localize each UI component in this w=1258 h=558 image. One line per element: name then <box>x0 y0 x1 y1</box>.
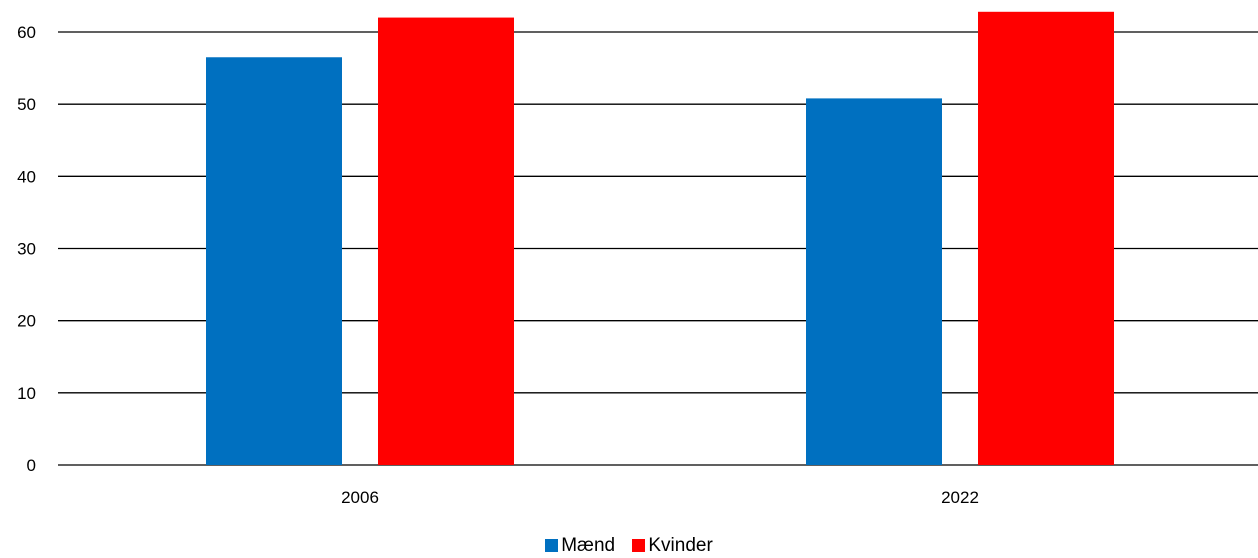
y-tick-label-0: 0 <box>27 456 36 475</box>
x-tick-label-2022: 2022 <box>941 488 979 507</box>
bar-chart: 0 10 20 30 40 50 60 2006 2022 <box>17 11 1258 507</box>
bar-kvinder-2006 <box>378 17 514 466</box>
legend-swatch-maend <box>545 539 559 552</box>
legend-swatch-kvinder <box>632 539 646 552</box>
y-tick-label-10: 10 <box>17 384 36 403</box>
y-axis-ticks: 0 10 20 30 40 50 60 <box>17 23 36 475</box>
bar-m-nd-2006 <box>206 57 342 466</box>
x-axis-ticks: 2006 2022 <box>341 488 979 507</box>
bar-kvinder-2022 <box>978 11 1114 465</box>
bars <box>206 11 1114 466</box>
legend-label-maend: Mænd <box>561 535 616 556</box>
legend-item-maend: Mænd <box>545 536 615 556</box>
y-tick-label-40: 40 <box>17 167 36 186</box>
legend-label-kvinder: Kvinder <box>648 535 713 556</box>
bar-m-nd-2022 <box>806 98 942 465</box>
x-tick-label-2006: 2006 <box>341 488 379 507</box>
y-tick-label-20: 20 <box>17 312 36 331</box>
legend-item-kvinder: Kvinder <box>632 535 713 556</box>
y-tick-label-50: 50 <box>17 95 36 114</box>
y-tick-label-60: 60 <box>17 23 36 42</box>
y-tick-label-30: 30 <box>17 240 36 259</box>
legend: Mænd Kvinder <box>0 536 1258 556</box>
